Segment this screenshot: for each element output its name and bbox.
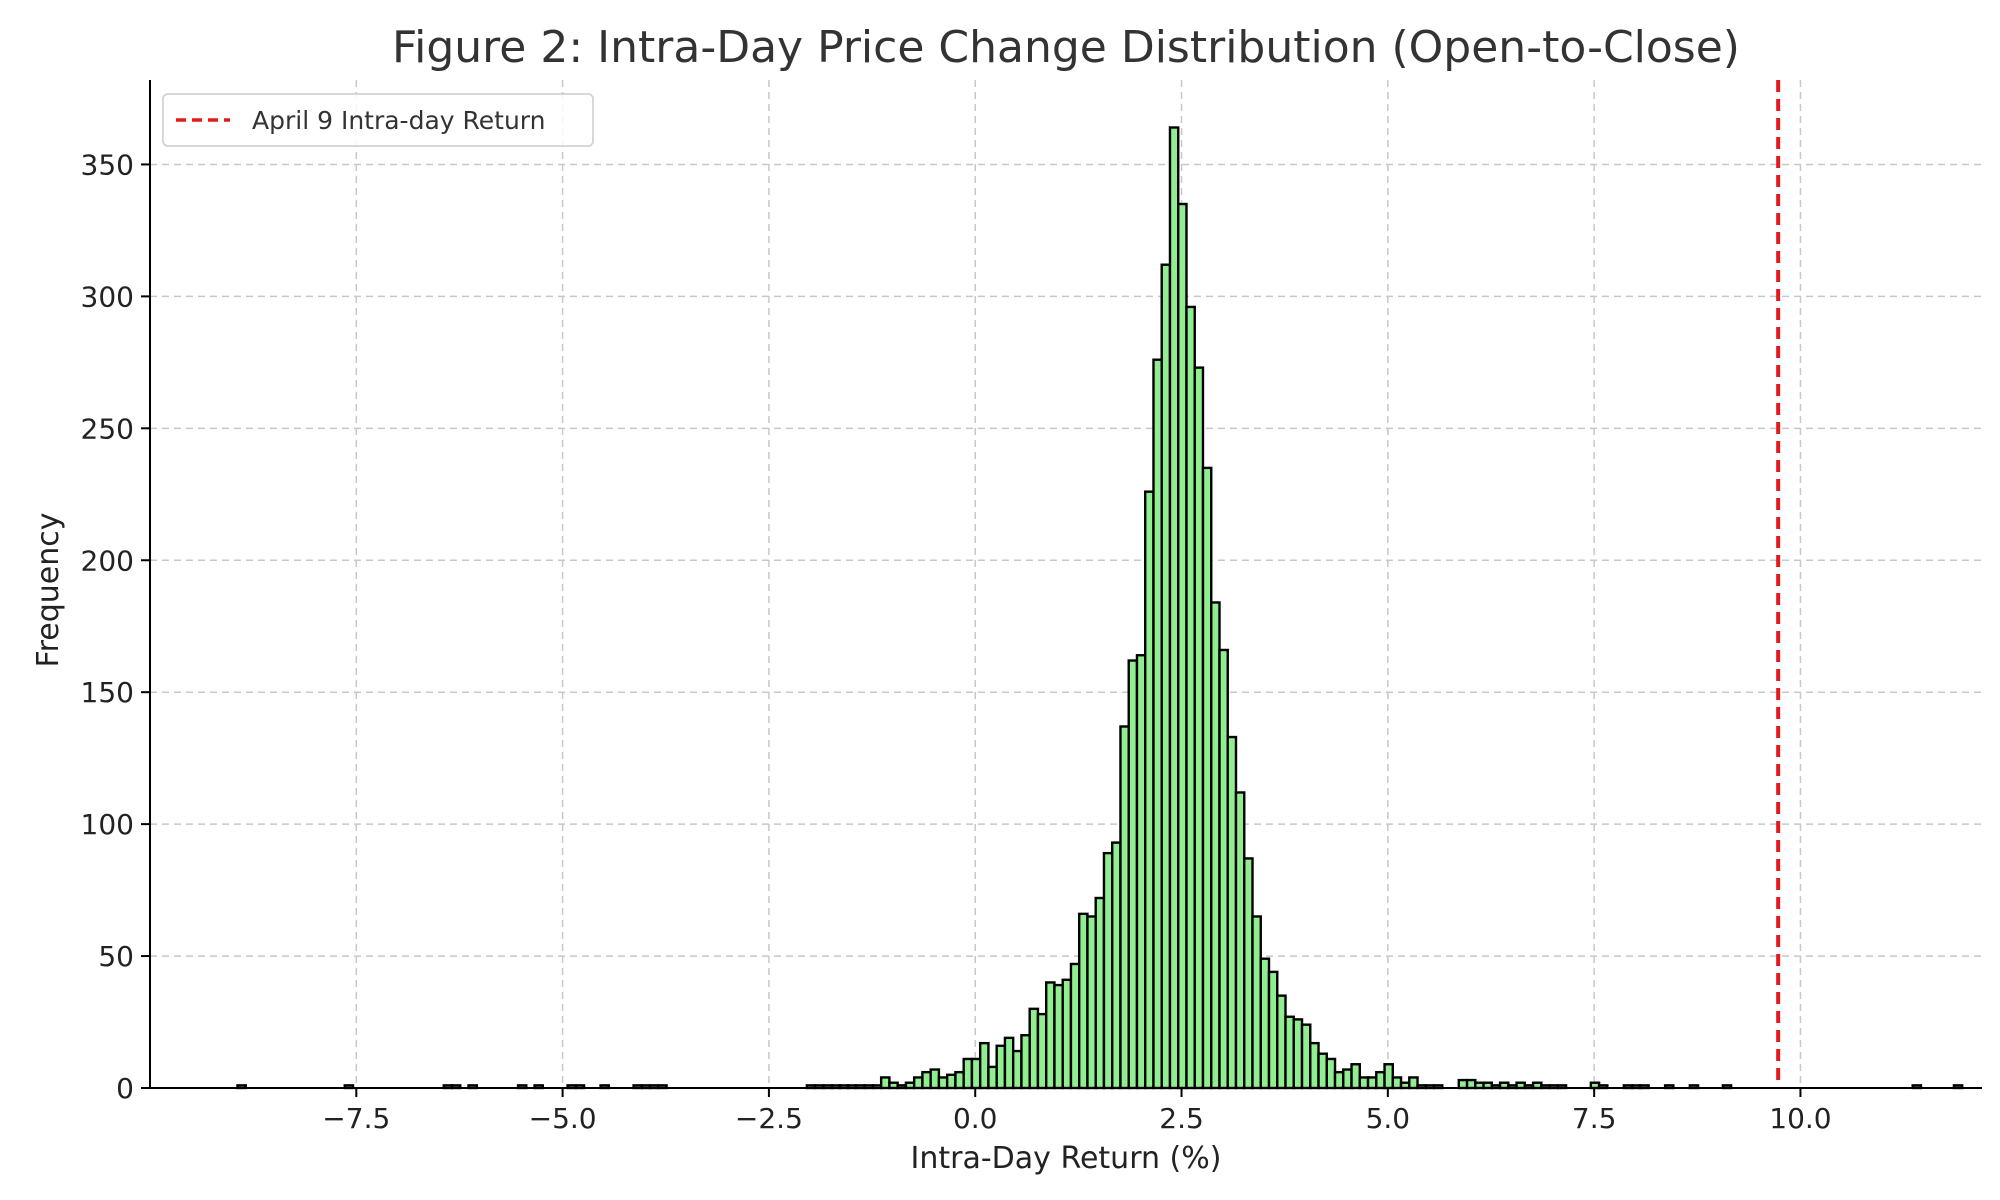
histogram-bar: [1193, 366, 1205, 1090]
histogram-bar: [1408, 1076, 1419, 1090]
histogram-bar: [1383, 1063, 1394, 1090]
histogram-bar: [1061, 978, 1073, 1090]
histogram-bar: [970, 1057, 982, 1090]
histogram-bar: [1028, 1007, 1040, 1090]
y-tick-label: 250: [81, 412, 134, 445]
histogram-bar: [1292, 1018, 1304, 1090]
grid-lines: [150, 80, 1982, 1088]
y-tick-label: 100: [81, 808, 134, 841]
histogram-bar: [987, 1065, 998, 1090]
histogram-bar: [1234, 791, 1246, 1090]
x-tick-label: 0.0: [953, 1102, 998, 1135]
histogram-bar: [1457, 1078, 1469, 1090]
histogram-bar: [1350, 1063, 1361, 1090]
histogram-bar: [1020, 1034, 1031, 1090]
histogram-bar: [1267, 970, 1279, 1090]
histogram-bar: [1094, 896, 1106, 1090]
histogram-bar: [1391, 1076, 1403, 1090]
histogram-bar: [1366, 1076, 1378, 1090]
histogram-bar: [1342, 1068, 1353, 1090]
histogram-bar: [945, 1073, 957, 1090]
x-tick-label: 10.0: [1769, 1102, 1831, 1135]
histogram-bar: [1226, 735, 1238, 1090]
histogram-bar: [1152, 358, 1163, 1090]
x-tick-label: 7.5: [1572, 1102, 1617, 1135]
x-axis-label: Intra-Day Return (%): [911, 1141, 1222, 1176]
histogram-bar: [1168, 126, 1180, 1090]
histogram-bar: [937, 1076, 949, 1090]
histogram-bar: [1185, 305, 1196, 1090]
histogram-bar: [1325, 1057, 1337, 1090]
legend: April 9 Intra-day Return: [162, 93, 594, 147]
histogram-bar: [1011, 1049, 1023, 1090]
histogram-bar: [978, 1041, 990, 1090]
histogram-bar: [954, 1070, 965, 1090]
histogram-bar: [1036, 1012, 1048, 1090]
x-tick-label: 2.5: [1159, 1102, 1204, 1135]
histogram-bar: [1160, 263, 1172, 1090]
histogram-bar: [921, 1070, 932, 1090]
y-axis-ticks: 0 50 100 150 200 250 300 350: [81, 148, 150, 1105]
x-tick-label: −5.0: [529, 1102, 597, 1135]
histogram-bar: [1127, 659, 1139, 1090]
y-tick-label: 50: [98, 940, 134, 973]
histogram-bar: [962, 1057, 974, 1090]
histogram-bar: [1317, 1052, 1328, 1090]
histogram-bar: [1300, 1023, 1312, 1090]
histogram-bar: [1218, 648, 1229, 1090]
x-axis-ticks: −7.5 −5.0 −2.5 0.0 2.5 5.0 7.5 10.0: [322, 1088, 1832, 1135]
x-tick-label: −2.5: [735, 1102, 803, 1135]
histogram-bar: [1111, 841, 1122, 1090]
y-tick-label: 300: [81, 280, 134, 313]
histogram-bar: [1465, 1078, 1477, 1090]
histogram-bar: [912, 1076, 924, 1090]
histogram-bar: [929, 1068, 941, 1090]
histogram-bar: [1044, 981, 1056, 1090]
histogram-bar: [1284, 1015, 1295, 1090]
histogram-bar: [1243, 857, 1254, 1090]
histogram-bar: [1144, 490, 1155, 1090]
y-tick-label: 0: [116, 1072, 134, 1105]
histogram-bar: [1251, 915, 1262, 1090]
histogram-bar: [1375, 1070, 1386, 1090]
chart-title: Figure 2: Intra-Day Price Change Distrib…: [392, 22, 1740, 73]
y-axis-label: Frequency: [31, 513, 66, 668]
histogram-bar: [1102, 851, 1114, 1090]
histogram-bar: [1259, 957, 1271, 1090]
histogram-bar: [1135, 654, 1147, 1090]
histogram-bar: [1003, 1036, 1015, 1090]
x-tick-label: −7.5: [322, 1102, 390, 1135]
histogram-bar: [1358, 1076, 1370, 1090]
histogram-bar: [879, 1076, 891, 1090]
histogram-bar: [1333, 1070, 1345, 1090]
histogram-bar: [1201, 466, 1213, 1090]
histogram-bar: [1053, 983, 1064, 1090]
histogram-bar: [1210, 601, 1221, 1090]
histogram-bar: [1078, 912, 1089, 1090]
y-tick-label: 150: [81, 676, 134, 709]
y-tick-label: 350: [81, 148, 134, 181]
histogram-bar: [995, 1044, 1007, 1090]
y-tick-label: 200: [81, 544, 134, 577]
histogram-bar: [1119, 725, 1130, 1090]
histogram-bar: [1086, 915, 1097, 1090]
histogram-bar: [1069, 962, 1081, 1090]
histogram-bar: [1309, 1041, 1320, 1090]
histogram-bar: [1276, 994, 1287, 1090]
legend-label: April 9 Intra-day Return: [252, 106, 545, 135]
x-tick-label: 5.0: [1366, 1102, 1411, 1135]
histogram-bar: [1177, 202, 1188, 1090]
legend-box: [162, 93, 594, 147]
axes: [149, 80, 1982, 1089]
